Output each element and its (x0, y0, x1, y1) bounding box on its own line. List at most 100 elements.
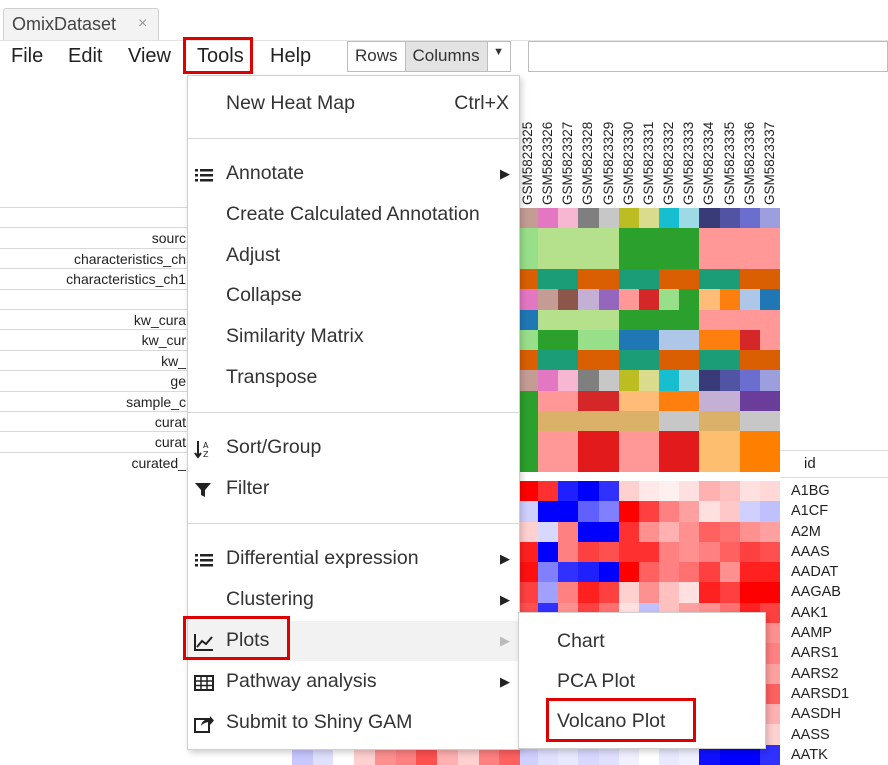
gene-id[interactable]: AARS2 (791, 665, 839, 682)
annotation-cell (518, 390, 539, 412)
submenu-item-volcano-plot[interactable]: Volcano Plot (557, 710, 666, 732)
menu-item-create-calculated-annotation[interactable]: Create Calculated Annotation (188, 195, 519, 235)
sample-column-header[interactable]: GSM5823331 (640, 121, 656, 205)
annotation-cell (759, 228, 781, 249)
gene-id[interactable]: A1CF (791, 503, 829, 520)
menu-item-submit-shiny-gam[interactable]: Submit to Shiny GAM (188, 703, 519, 743)
menu-item-annotate[interactable]: Annotate ▶ (188, 154, 519, 194)
annotation-cell (679, 370, 700, 392)
annotation-cell (699, 329, 720, 351)
heatmap-cell (518, 541, 539, 563)
submenu-item-pca-plot[interactable]: PCA Plot (557, 670, 636, 692)
annotation-cell (578, 329, 599, 351)
menu-edit[interactable]: Edit (68, 45, 103, 67)
chevron-down-icon[interactable]: ▼ (487, 41, 511, 72)
menu-item-label: Create Calculated Annotation (226, 203, 480, 225)
chevron-right-icon: ▶ (500, 551, 510, 566)
sample-column-header[interactable]: GSM5823330 (620, 121, 636, 205)
annotation-label: kw_ (0, 349, 190, 370)
sample-column-header[interactable]: GSM5823325 (520, 121, 535, 205)
gene-id[interactable]: A1BG (791, 483, 830, 499)
heatmap-cell (659, 541, 680, 563)
sample-column-header[interactable]: GSM5823327 (560, 121, 576, 205)
heatmap-cell (538, 541, 559, 563)
annotation-cell (638, 248, 660, 270)
close-icon[interactable]: × (138, 15, 148, 32)
menu-item-clustering[interactable]: Clustering ▶ (188, 580, 519, 620)
menu-item-filter[interactable]: Filter (188, 469, 519, 509)
annotation-cell (618, 411, 640, 432)
sample-column-header[interactable]: GSM5823337 (761, 121, 777, 205)
menu-item-differential-expression[interactable]: Differential expression ▶ (188, 539, 519, 579)
heatmap-cell (598, 481, 620, 502)
annotation-cell (558, 289, 579, 310)
sample-column-header[interactable]: GSM5823328 (580, 121, 596, 205)
menu-tools[interactable]: Tools (197, 45, 244, 67)
sample-column-header[interactable]: GSM5823329 (600, 121, 616, 205)
heatmap-cell (578, 481, 599, 502)
annotation-cell (719, 451, 740, 473)
sample-column-header[interactable]: GSM5823333 (681, 121, 697, 205)
heatmap-cell (558, 501, 579, 522)
annotation-cell (558, 390, 579, 412)
menu-item-sort-group[interactable]: A Z Sort/Group (188, 428, 519, 468)
menu-item-label: Sort/Group (226, 436, 322, 458)
annotation-cell (558, 208, 579, 229)
sample-column-header[interactable]: GSM5823332 (661, 121, 677, 205)
menu-item-transpose[interactable]: Transpose (188, 358, 519, 398)
annotation-cell (699, 289, 720, 310)
sample-column-header[interactable]: GSM5823335 (721, 121, 737, 205)
gene-id[interactable]: AASS (791, 726, 830, 743)
gene-id[interactable]: AADAT (791, 564, 839, 581)
sample-column-header[interactable]: GSM5823326 (540, 121, 556, 205)
annotation-cell (578, 390, 599, 412)
annotation-cell (598, 289, 620, 310)
menu-file[interactable]: File (11, 45, 44, 67)
menu-item-adjust[interactable]: Adjust (188, 236, 519, 276)
menu-divider (188, 138, 519, 139)
gene-id[interactable]: A2M (791, 523, 821, 540)
rows-button[interactable]: Rows (347, 41, 406, 72)
menu-item-pathway-analysis[interactable]: Pathway analysis ▶ (188, 662, 519, 702)
annotation-cell (759, 350, 781, 371)
gene-id[interactable]: AARS1 (791, 645, 839, 662)
menu-view[interactable]: View (128, 45, 171, 67)
sample-column-header[interactable]: GSM5823336 (741, 121, 757, 205)
annotation-label: characteristics_ch (0, 247, 190, 268)
menu-item-similarity-matrix[interactable]: Similarity Matrix (188, 317, 519, 357)
heatmap-cell (679, 501, 700, 522)
svg-text:Z: Z (203, 450, 209, 459)
annotation-cell (598, 329, 620, 351)
annotation-cell (518, 268, 539, 290)
annotation-cell (638, 289, 660, 310)
menu-item-collapse[interactable]: Collapse (188, 276, 519, 316)
gene-id[interactable]: AARSD1 (791, 685, 850, 702)
annotation-cell (578, 248, 599, 270)
gene-id[interactable]: AAK1 (791, 604, 829, 621)
dataset-tab[interactable]: OmixDataset × (3, 8, 159, 40)
gene-id[interactable]: AASDH (791, 706, 841, 723)
submenu-item-chart[interactable]: Chart (557, 630, 605, 652)
gene-id-label: id (804, 455, 816, 472)
menu-item-new-heat-map[interactable]: New Heat Map Ctrl+X (188, 84, 519, 124)
annotation-grid[interactable] (518, 208, 781, 473)
gene-id[interactable]: AAGAB (791, 584, 841, 601)
columns-button[interactable]: Columns (405, 41, 488, 72)
heatmap-cell (719, 501, 740, 522)
gene-id[interactable]: AAAS (791, 543, 830, 560)
annotation-cell (719, 411, 740, 432)
gene-id[interactable]: AAMP (791, 625, 833, 642)
gene-id[interactable]: AATK (791, 746, 828, 763)
annotation-cell (598, 268, 620, 290)
sample-column-header[interactable]: GSM5823334 (701, 121, 717, 205)
heatmap-cell (558, 562, 579, 583)
heatmap-cell (518, 582, 539, 603)
menu-help[interactable]: Help (270, 45, 312, 67)
heatmap-cell (739, 582, 761, 603)
menu-item-plots[interactable]: Plots ▶ (188, 621, 519, 661)
annotation-label: curat (0, 431, 190, 451)
annotation-cell (598, 248, 620, 270)
search-input[interactable] (528, 41, 888, 72)
annotation-cell (558, 370, 579, 392)
annotation-cell (719, 431, 740, 452)
